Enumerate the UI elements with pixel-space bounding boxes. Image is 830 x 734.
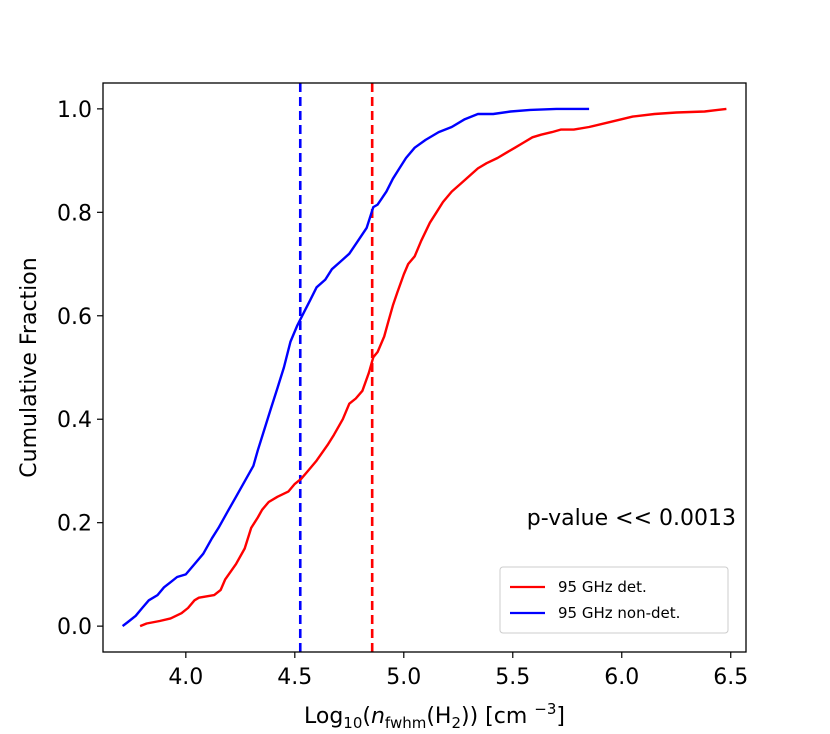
series-lines <box>121 107 727 628</box>
series-line-non-det <box>121 107 590 628</box>
x-label-end: ] <box>556 704 565 729</box>
x-label-n: n <box>371 704 385 729</box>
x-label-h-sub: 2 <box>451 714 461 732</box>
x-axis-ticks: 4.0 4.5 5.0 5.5 6.0 6.5 <box>168 652 748 690</box>
median-lines <box>298 83 374 652</box>
x-tick-label: 5.0 <box>386 665 421 690</box>
p-value-annotation: p-value << 0.0013 <box>527 506 736 531</box>
legend-label-det: 95 GHz det. <box>558 578 647 596</box>
plot-frame <box>102 82 747 653</box>
x-label-exp: −3 <box>534 700 556 718</box>
x-label-prefix-sub: 10 <box>343 714 362 732</box>
y-axis-ticks: 0.0 0.2 0.4 0.6 0.8 1.0 <box>57 98 103 640</box>
x-label-h: (H <box>426 704 451 729</box>
y-tick-label: 0.8 <box>57 201 92 226</box>
x-tick-label: 6.0 <box>604 665 639 690</box>
legend: 95 GHz det. 95 GHz non-det. <box>499 566 729 634</box>
x-tick-label: 4.0 <box>168 665 203 690</box>
x-tick-label: 4.5 <box>277 665 312 690</box>
legend-box <box>499 566 729 634</box>
x-tick-label: 6.5 <box>713 665 748 690</box>
series-line-det <box>139 107 727 628</box>
x-label-prefix: Log <box>304 704 343 729</box>
x-label-n-sub: fwhm <box>385 714 426 732</box>
y-tick-label: 0.2 <box>57 512 92 537</box>
y-tick-label: 0.4 <box>57 408 92 433</box>
x-tick-label: 5.5 <box>495 665 530 690</box>
y-tick-label: 1.0 <box>57 98 92 123</box>
x-label-close: )) [cm <box>461 704 534 729</box>
x-axis-label: Log10(nfwhm(H2)) [cm −3] <box>304 700 565 732</box>
legend-label-non-det: 95 GHz non-det. <box>558 604 680 622</box>
y-tick-label: 0.6 <box>57 305 92 330</box>
y-axis-label: Cumulative Fraction <box>17 257 42 477</box>
y-tick-label: 0.0 <box>57 615 92 640</box>
x-label-open: ( <box>362 704 371 729</box>
